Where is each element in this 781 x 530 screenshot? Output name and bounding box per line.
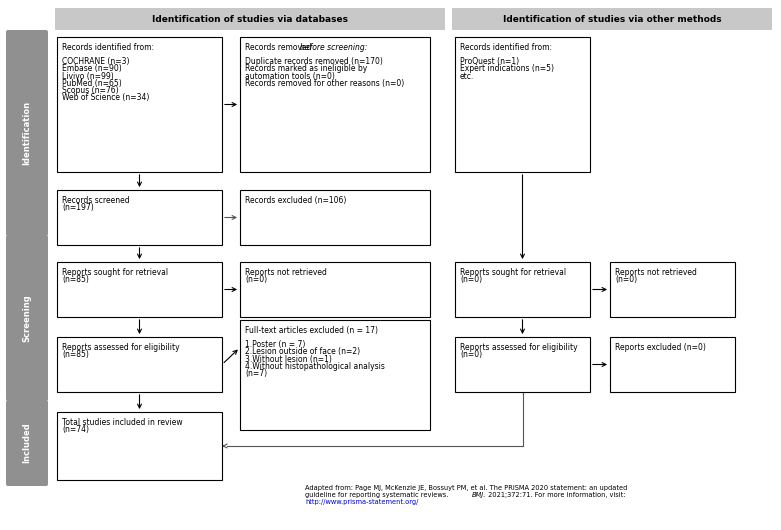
Bar	[455, 37, 590, 172]
Text: Records removed for other reasons (n=0): Records removed for other reasons (n=0)	[245, 79, 405, 88]
FancyBboxPatch shape	[6, 30, 48, 236]
FancyBboxPatch shape	[6, 400, 48, 486]
Text: Embase (n=90): Embase (n=90)	[62, 65, 122, 74]
Text: Duplicate records removed (n=170): Duplicate records removed (n=170)	[245, 57, 383, 66]
Text: Reports sought for retrieval: Reports sought for retrieval	[460, 268, 566, 277]
Text: 4.Without histopathological analysis: 4.Without histopathological analysis	[245, 362, 385, 371]
Text: Expert indications (n=5): Expert indications (n=5)	[460, 65, 554, 74]
Text: PubMed (n=65): PubMed (n=65)	[62, 79, 122, 88]
Bar	[55, 8, 445, 30]
Bar	[57, 337, 222, 392]
Text: (n=74): (n=74)	[62, 425, 89, 434]
Text: Reports sought for retrieval: Reports sought for retrieval	[62, 268, 168, 277]
Bar	[455, 337, 590, 392]
Text: Records identified from:: Records identified from:	[460, 43, 552, 52]
Text: 1.Poster (n = 7): 1.Poster (n = 7)	[245, 340, 305, 349]
Text: (n=7): (n=7)	[245, 369, 267, 378]
Bar	[240, 37, 430, 172]
Text: Reports assessed for eligibility: Reports assessed for eligibility	[460, 343, 578, 352]
Text: BMJ.: BMJ.	[472, 492, 487, 498]
Text: Scopus (n=76): Scopus (n=76)	[62, 86, 119, 95]
Text: Records identified from:: Records identified from:	[62, 43, 154, 52]
Text: Full-text articles excluded (n = 17): Full-text articles excluded (n = 17)	[245, 326, 378, 335]
Bar	[610, 262, 735, 317]
Text: Adapted from: Page MJ, McKenzie JE, Bossuyt PM, et al. The PRISMA 2020 statement: Adapted from: Page MJ, McKenzie JE, Boss…	[305, 485, 627, 491]
Bar	[452, 8, 772, 30]
Text: 3.Without lesion (n=1): 3.Without lesion (n=1)	[245, 355, 332, 364]
Bar	[240, 262, 430, 317]
Text: ProQuest (n=1): ProQuest (n=1)	[460, 57, 519, 66]
Text: before screening:: before screening:	[300, 43, 367, 52]
Text: (n=85): (n=85)	[62, 350, 89, 359]
FancyBboxPatch shape	[6, 235, 48, 401]
Text: (n=85): (n=85)	[62, 275, 89, 284]
Text: guideline for reporting systematic reviews.: guideline for reporting systematic revie…	[305, 492, 451, 498]
Text: Records excluded (n=106): Records excluded (n=106)	[245, 196, 347, 205]
Text: Reports not retrieved: Reports not retrieved	[615, 268, 697, 277]
Text: (n=0): (n=0)	[460, 350, 482, 359]
Text: Included: Included	[23, 422, 31, 463]
Text: (n=0): (n=0)	[245, 275, 267, 284]
Text: Identification: Identification	[23, 101, 31, 165]
Text: Records screened: Records screened	[62, 196, 130, 205]
Text: (n=0): (n=0)	[460, 275, 482, 284]
Bar	[57, 37, 222, 172]
Bar	[455, 262, 590, 317]
Text: Reports assessed for eligibility: Reports assessed for eligibility	[62, 343, 180, 352]
Text: (n=197): (n=197)	[62, 203, 94, 212]
Text: Livivo (n=99): Livivo (n=99)	[62, 72, 114, 81]
Text: COCHRANE (n=3): COCHRANE (n=3)	[62, 57, 130, 66]
Bar	[57, 190, 222, 245]
Bar	[610, 337, 735, 392]
Bar	[240, 190, 430, 245]
Text: Records removed: Records removed	[245, 43, 314, 52]
Text: Screening: Screening	[23, 294, 31, 342]
Bar	[57, 262, 222, 317]
Bar	[240, 320, 430, 430]
Text: (n=0): (n=0)	[615, 275, 637, 284]
Text: http://www.prisma-statement.org/: http://www.prisma-statement.org/	[305, 499, 419, 505]
Text: 2.Lesion outside of face (n=2): 2.Lesion outside of face (n=2)	[245, 348, 360, 357]
Text: automation tools (n=0): automation tools (n=0)	[245, 72, 335, 81]
Text: 2021;372:71. For more information, visit:: 2021;372:71. For more information, visit…	[486, 492, 626, 498]
Text: Identification of studies via databases: Identification of studies via databases	[152, 14, 348, 23]
Text: Records marked as ineligible by: Records marked as ineligible by	[245, 65, 367, 74]
Text: Total studies included in review: Total studies included in review	[62, 418, 183, 427]
Text: Identification of studies via other methods: Identification of studies via other meth…	[503, 14, 722, 23]
Text: Reports excluded (n=0): Reports excluded (n=0)	[615, 343, 706, 352]
Text: Web of Science (n=34): Web of Science (n=34)	[62, 93, 149, 102]
Bar	[57, 412, 222, 480]
Text: Reports not retrieved: Reports not retrieved	[245, 268, 327, 277]
Text: etc.: etc.	[460, 72, 474, 81]
